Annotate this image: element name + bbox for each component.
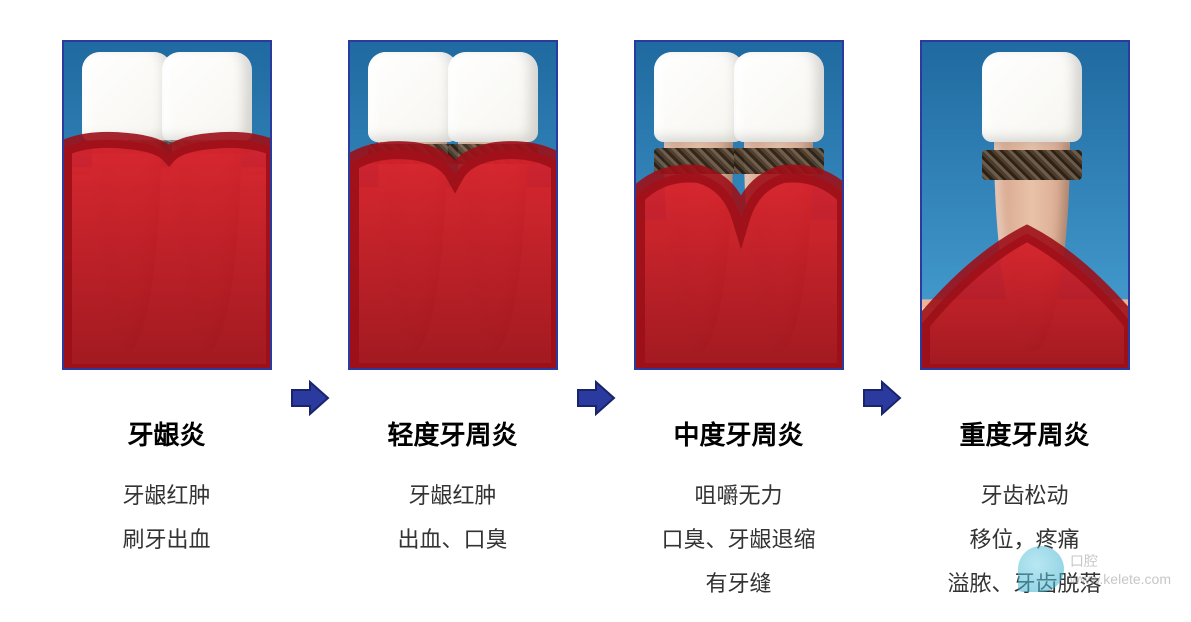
symptom-line: 咀嚼无力 xyxy=(661,474,815,518)
stage-panel xyxy=(348,40,558,370)
symptom-line: 刷牙出血 xyxy=(122,518,210,562)
gum-tissue xyxy=(922,42,1130,370)
symptom-line: 牙龈红肿 xyxy=(122,474,210,518)
arrow-icon xyxy=(576,380,616,416)
stage-panel xyxy=(920,40,1130,370)
symptom-line: 有牙缝 xyxy=(661,562,815,606)
arrow-icon xyxy=(290,380,330,416)
stage-moderate-periodontitis: 中度牙周炎 咀嚼无力口臭、牙龈退缩有牙缝 xyxy=(624,40,854,606)
watermark-url: www.kelete.com xyxy=(1070,571,1171,587)
stages-container: 牙龈炎 牙龈红肿刷牙出血 xyxy=(0,0,1191,606)
symptom-line: 出血、口臭 xyxy=(397,518,507,562)
stage-title: 轻度牙周炎 xyxy=(387,415,517,452)
symptom-line: 牙龈红肿 xyxy=(397,474,507,518)
stage-panel xyxy=(62,40,272,370)
stage-severe-periodontitis: 重度牙周炎 牙齿松动移位，疼痛溢脓、牙齿脱落 xyxy=(910,40,1140,606)
arrow-icon xyxy=(862,380,902,416)
stage-gingivitis: 牙龈炎 牙龈红肿刷牙出血 xyxy=(52,40,282,562)
gum-tissue xyxy=(64,42,272,370)
symptom-line: 牙齿松动 xyxy=(947,474,1101,518)
stage-panel xyxy=(634,40,844,370)
stage-title: 重度牙周炎 xyxy=(959,415,1089,452)
watermark: 口腔 www.kelete.com xyxy=(1018,546,1171,592)
progression-arrow xyxy=(290,380,330,416)
stage-symptoms: 牙龈红肿出血、口臭 xyxy=(397,474,507,562)
stage-title: 中度牙周炎 xyxy=(673,415,803,452)
gum-tissue xyxy=(636,42,844,370)
progression-arrow xyxy=(862,380,902,416)
watermark-brand: 口腔 xyxy=(1070,551,1171,571)
progression-arrow xyxy=(576,380,616,416)
stage-symptoms: 牙龈红肿刷牙出血 xyxy=(122,474,210,562)
tooth-logo-icon xyxy=(1018,546,1064,592)
stage-symptoms: 咀嚼无力口臭、牙龈退缩有牙缝 xyxy=(661,474,815,606)
stage-title: 牙龈炎 xyxy=(127,415,205,452)
symptom-line: 口臭、牙龈退缩 xyxy=(661,518,815,562)
gum-tissue xyxy=(350,42,558,370)
stage-mild-periodontitis: 轻度牙周炎 牙龈红肿出血、口臭 xyxy=(338,40,568,562)
